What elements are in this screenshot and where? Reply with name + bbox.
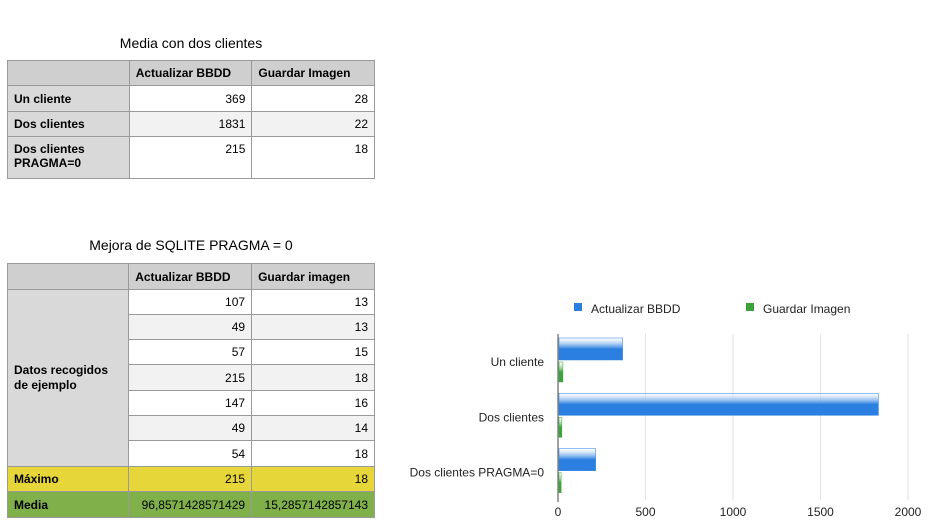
row-label: Dos clientes PRAGMA=0 [7,136,130,179]
table-row: Un cliente 369 28 [7,85,375,112]
table-row-mean: Media 96,8571428571429 15,2857142857143 [6,491,375,518]
cell-value: 18 [251,364,375,391]
category-label: Un cliente [491,355,545,369]
table-row: 57 15 [8,339,375,365]
bar-guardar-imagen [558,472,562,493]
cell-value: 215 [128,364,253,391]
cell-value: 22 [251,111,375,137]
cell-value: 18 [251,440,375,467]
x-tick-label: 1500 [807,505,834,519]
cell-value: 96,8571428571429 [128,491,253,518]
cell-value: 147 [128,390,253,416]
table-row: 49 14 [8,415,375,441]
x-tick-label: 2000 [895,505,922,519]
cell-value: 107 [128,289,253,315]
table-row-max: Máximo 215 18 [6,466,375,492]
table-row: Datos recogidos de ejemplo 107 13 [6,289,375,467]
table-row: 147 16 [8,390,375,416]
cell-value: 18 [251,136,375,179]
bar-actualizar-bbdd [558,393,879,416]
legend-label: Actualizar BBDD [591,302,681,316]
cell-value: 215 [128,136,253,179]
legend-label: Guardar Imagen [763,302,850,316]
table-media-clientes: Actualizar BBDD Guardar Imagen Un client… [7,60,375,179]
cell-value: 18 [251,466,375,492]
cell-value: 28 [251,85,375,112]
cell-value: 369 [128,85,253,112]
table-mejora-pragma: Actualizar BBDD Guardar imagen Datos rec… [6,263,375,518]
row-label: Media [6,491,130,518]
bar-guardar-imagen [558,417,563,438]
cell-value: 15,2857142857143 [251,491,375,518]
cell-value: 54 [128,440,253,467]
x-tick-label: 0 [555,505,562,519]
row-label: Máximo [6,466,130,492]
category-label: Dos clientes PRAGMA=0 [410,466,545,480]
table-row: 215 18 [8,364,375,391]
table-row: 54 18 [8,440,375,467]
bar-actualizar-bbdd [558,337,623,361]
table1-title: Media con dos clientes [119,35,263,51]
cell-value: 14 [251,415,375,441]
bar-actualizar-bbdd [558,448,596,471]
legend-swatch [574,303,582,311]
table2-corner-header [6,263,130,290]
table-row: 49 13 [8,314,375,340]
cell-value: 13 [251,289,375,315]
row-label: Dos clientes [7,111,130,137]
table2-header-actualizar: Actualizar BBDD [128,263,253,290]
row-label: Un cliente [7,85,130,112]
cell-value: 215 [128,466,253,492]
bar-guardar-imagen [558,361,564,383]
table2-header-guardar: Guardar imagen [251,263,375,290]
cell-value: 13 [251,314,375,340]
table-row: Dos clientes 1831 22 [7,111,375,137]
table-row: Dos clientes PRAGMA=0 215 18 [7,136,375,179]
cell-value: 16 [251,390,375,416]
x-tick-label: 500 [635,505,655,519]
x-tick-label: 1000 [720,505,747,519]
category-label: Dos clientes [479,410,544,424]
cell-value: 15 [251,339,375,365]
legend-swatch [746,303,754,311]
cell-value: 57 [128,339,253,365]
cell-value: 1831 [128,111,253,137]
table1-header-actualizar: Actualizar BBDD [128,60,253,86]
table2-title: Mejora de SQLITE PRAGMA = 0 [89,237,293,253]
